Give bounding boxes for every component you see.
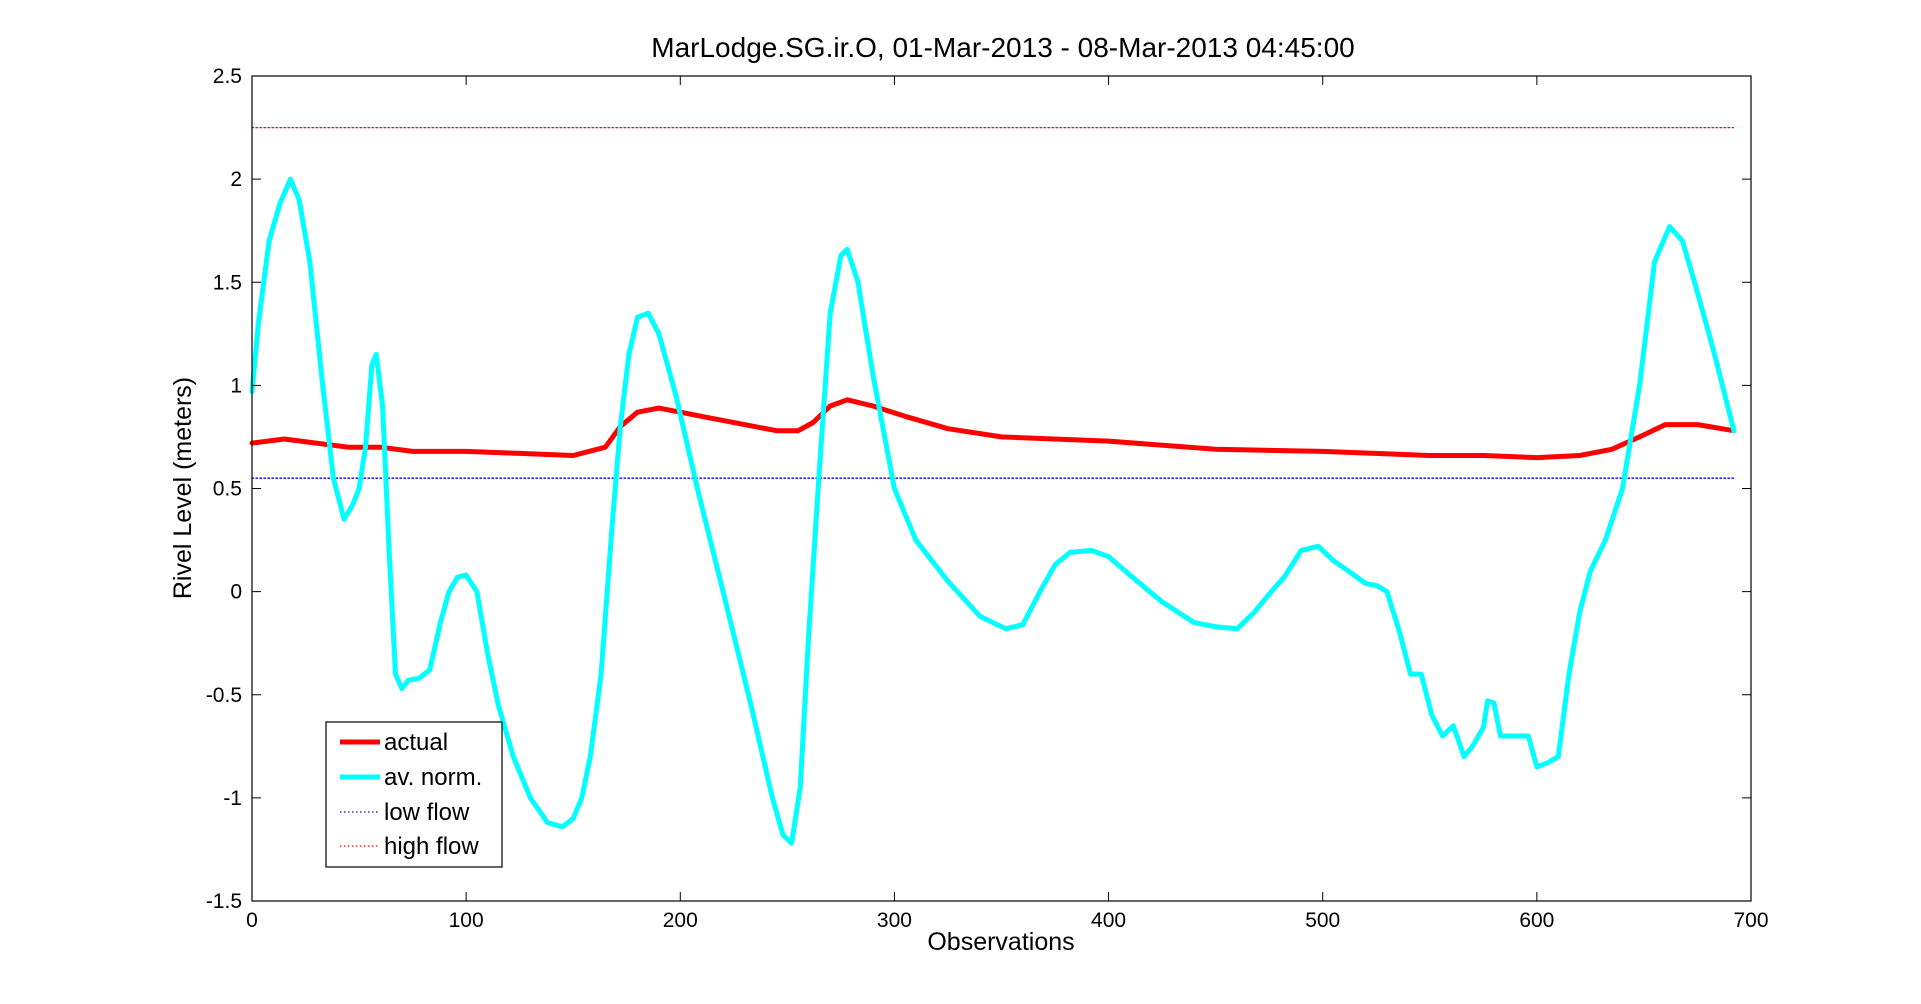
y-tick-label: 1.5 [213, 271, 242, 294]
legend-label-actual: actual [384, 729, 448, 756]
y-tick-label: -1.5 [206, 890, 242, 913]
y-axis-label: Rivel Level (meters) [169, 377, 197, 599]
y-tick-label: 2 [230, 168, 242, 191]
y-tick-label: -1 [223, 787, 242, 810]
y-tick-label: -0.5 [206, 684, 242, 707]
x-tick-label: 600 [1519, 909, 1554, 932]
legend-label-av-norm: av. norm. [384, 764, 482, 791]
legend: actual av. norm. low flow high flow [325, 721, 503, 868]
y-tick-label: 0.5 [213, 478, 242, 501]
series-actual-line [249, 397, 1737, 461]
y-tick-label: 2.5 [213, 65, 242, 88]
y-axis: -1.5 -1 -0.5 0 0.5 1 1.5 2 2.5 [206, 65, 1751, 913]
x-axis-label: Observations [927, 928, 1074, 956]
x-tick-label: 700 [1733, 909, 1768, 932]
x-tick-label: 500 [1305, 909, 1340, 932]
chart-title: MarLodge.SG.ir.O, 01-Mar-2013 - 08-Mar-2… [651, 32, 1354, 63]
series-layer [249, 126, 1737, 846]
legend-label-high-flow: high flow [384, 833, 479, 860]
legend-box [325, 721, 503, 868]
x-tick-label: 300 [877, 909, 912, 932]
x-tick-label: 100 [449, 909, 484, 932]
y-tick-label: 1 [230, 374, 242, 397]
x-tick-label: 200 [663, 909, 698, 932]
legend-label-low-flow: low flow [384, 799, 470, 826]
x-axis: 0 100 200 300 400 500 600 700 [246, 76, 1769, 932]
series-av-norm-line [249, 176, 1737, 846]
x-tick-label: 0 [246, 909, 258, 932]
y-tick-label: 0 [230, 581, 242, 604]
x-tick-label: 400 [1091, 909, 1126, 932]
